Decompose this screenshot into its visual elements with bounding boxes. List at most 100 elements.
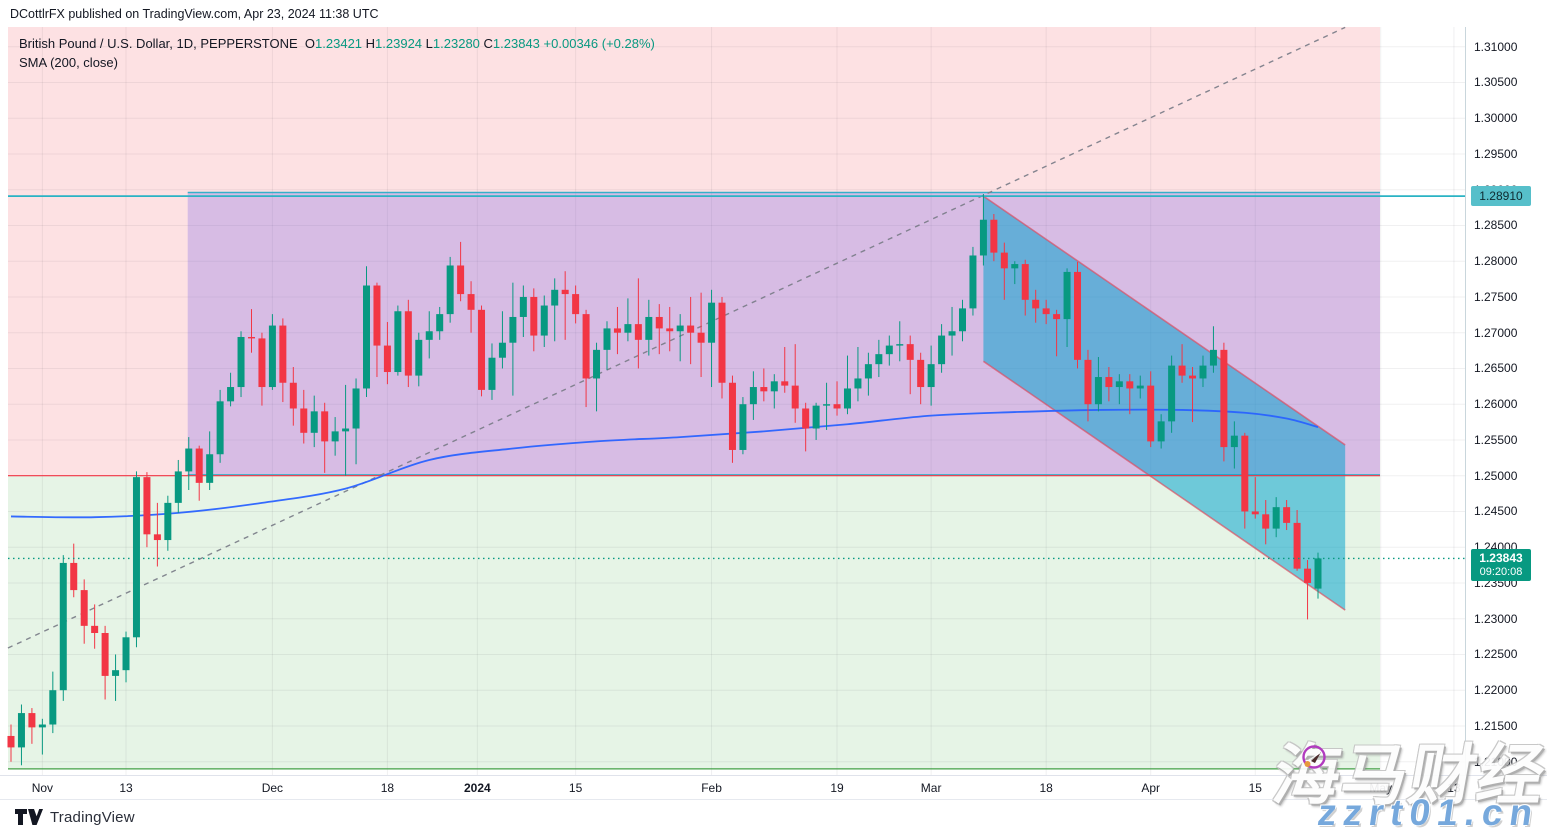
candle[interactable] — [875, 339, 883, 378]
candle[interactable] — [1230, 421, 1238, 469]
candle[interactable] — [331, 417, 339, 456]
candle[interactable] — [958, 299, 966, 342]
candle[interactable] — [990, 214, 998, 262]
candle[interactable] — [122, 631, 130, 683]
candle[interactable] — [436, 306, 444, 340]
candle[interactable] — [634, 278, 642, 369]
candle[interactable] — [352, 378, 360, 465]
candle[interactable] — [1053, 309, 1061, 357]
candle[interactable] — [415, 332, 423, 387]
candle[interactable] — [927, 345, 935, 406]
candle[interactable] — [1074, 261, 1082, 369]
candle[interactable] — [1251, 477, 1259, 519]
candle[interactable] — [383, 321, 391, 385]
candle[interactable] — [478, 305, 486, 397]
candle[interactable] — [1084, 349, 1092, 422]
candle[interactable] — [655, 304, 663, 355]
candle[interactable] — [1283, 500, 1291, 531]
tradingview-logo[interactable]: TradingView — [14, 808, 135, 826]
candle[interactable] — [59, 555, 67, 701]
channel-drawing[interactable] — [983, 196, 1346, 611]
candle[interactable] — [185, 437, 193, 490]
candle[interactable] — [1189, 367, 1197, 423]
candle[interactable] — [279, 318, 287, 403]
candle[interactable] — [1136, 375, 1144, 399]
candle[interactable] — [404, 299, 412, 388]
candle[interactable] — [781, 347, 789, 393]
candle[interactable] — [833, 381, 841, 416]
candle[interactable] — [593, 342, 601, 412]
candle[interactable] — [1199, 355, 1207, 388]
candle[interactable] — [1063, 268, 1071, 347]
candle[interactable] — [195, 445, 203, 501]
candle[interactable] — [749, 371, 757, 420]
candle[interactable] — [1157, 414, 1165, 449]
candle[interactable] — [1000, 242, 1008, 300]
candle[interactable] — [321, 402, 329, 473]
candle[interactable] — [812, 402, 820, 440]
price-axis[interactable]: 1.310001.305001.300001.295001.290001.285… — [1465, 27, 1547, 775]
candle[interactable] — [216, 389, 224, 463]
candle[interactable] — [1178, 344, 1186, 383]
candle[interactable] — [498, 311, 506, 369]
candle[interactable] — [854, 347, 862, 402]
candle[interactable] — [310, 395, 318, 448]
candle[interactable] — [603, 321, 611, 370]
candle[interactable] — [237, 331, 245, 398]
candle[interactable] — [885, 335, 893, 366]
candle[interactable] — [1220, 342, 1228, 462]
candle[interactable] — [1293, 510, 1301, 571]
candle[interactable] — [70, 543, 78, 598]
candle[interactable] — [613, 306, 621, 355]
candle[interactable] — [509, 282, 517, 396]
sma-200-line[interactable] — [10, 408, 1319, 519]
candle[interactable] — [1241, 432, 1249, 529]
candle[interactable] — [864, 352, 872, 396]
candle[interactable] — [446, 256, 454, 323]
candle[interactable] — [373, 282, 381, 378]
candle[interactable] — [938, 324, 946, 373]
candle[interactable] — [268, 314, 276, 390]
candle[interactable] — [174, 459, 182, 513]
candle[interactable] — [1168, 355, 1176, 433]
candle[interactable] — [132, 471, 140, 648]
candle[interactable] — [843, 355, 851, 415]
candle[interactable] — [467, 281, 475, 333]
candle[interactable] — [739, 397, 747, 455]
candle[interactable] — [666, 306, 674, 352]
candle[interactable] — [17, 704, 25, 766]
candle[interactable] — [49, 671, 57, 734]
candle[interactable] — [1094, 357, 1102, 412]
candle[interactable] — [342, 384, 350, 476]
candle[interactable] — [697, 292, 705, 378]
candle[interactable] — [1011, 261, 1019, 285]
candle[interactable] — [791, 344, 799, 423]
candle[interactable] — [91, 604, 99, 649]
candle[interactable] — [38, 718, 46, 755]
candle[interactable] — [676, 314, 684, 362]
time-axis[interactable]: Nov 13 Dec 18 2024 15 Feb 19 Mar 18 Apr 15 May 13 — [0, 775, 1547, 800]
candle[interactable] — [917, 352, 925, 405]
candle[interactable] — [979, 193, 987, 266]
candle[interactable] — [969, 246, 977, 316]
candle[interactable] — [394, 305, 402, 376]
candle[interactable] — [540, 295, 548, 347]
candle[interactable] — [760, 368, 768, 402]
candle[interactable] — [112, 654, 120, 701]
candle[interactable] — [289, 367, 297, 426]
candle[interactable] — [728, 375, 736, 463]
candle[interactable] — [906, 335, 914, 395]
candle[interactable] — [1042, 299, 1050, 325]
candle[interactable] — [1262, 500, 1270, 545]
candle[interactable] — [143, 472, 151, 548]
candle[interactable] — [530, 288, 538, 352]
candle[interactable] — [206, 431, 214, 490]
candle[interactable] — [572, 285, 580, 324]
candle[interactable] — [1147, 371, 1155, 448]
candle[interactable] — [645, 299, 653, 356]
candle[interactable] — [561, 271, 569, 340]
candle[interactable] — [1209, 326, 1217, 373]
candle[interactable] — [802, 402, 810, 452]
candle[interactable] — [300, 389, 308, 444]
